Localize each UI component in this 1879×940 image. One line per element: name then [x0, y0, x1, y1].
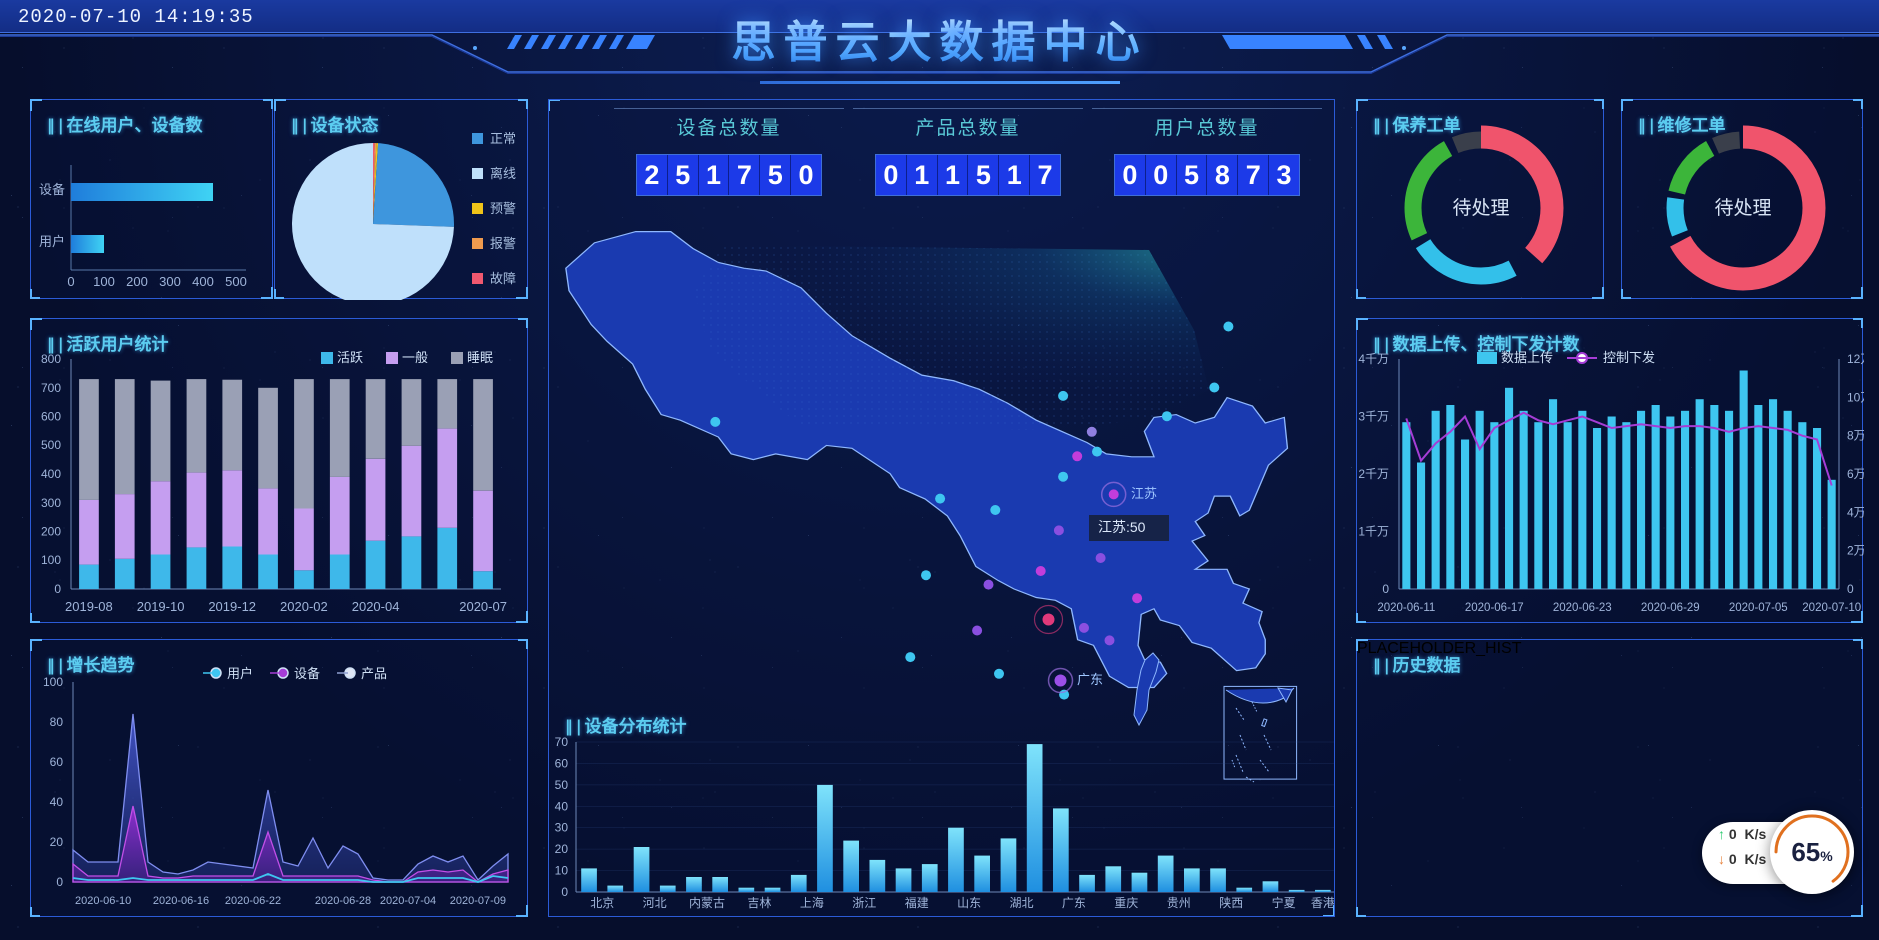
svg-text:200: 200 — [41, 525, 61, 539]
svg-text:2019-12: 2019-12 — [208, 599, 256, 614]
svg-text:广东: 广东 — [1062, 896, 1086, 910]
svg-text:300: 300 — [41, 496, 61, 510]
svg-text:0: 0 — [56, 875, 63, 889]
svg-text:上海: 上海 — [800, 895, 824, 910]
svg-text:2020-07-05: 2020-07-05 — [1729, 602, 1788, 614]
svg-text:吉林: 吉林 — [747, 896, 771, 910]
svg-text:故障: 故障 — [490, 271, 516, 286]
svg-text:用户: 用户 — [227, 666, 253, 681]
svg-text:0: 0 — [67, 274, 74, 289]
svg-text:0: 0 — [1847, 582, 1854, 596]
svg-text:数据上传: 数据上传 — [1501, 350, 1553, 365]
svg-text:10万: 10万 — [1847, 390, 1864, 404]
svg-text:0: 0 — [54, 582, 61, 596]
svg-text:2020-06-16: 2020-06-16 — [153, 895, 209, 907]
svg-text:宁夏: 宁夏 — [1272, 895, 1296, 910]
svg-text:江苏: 江苏 — [1131, 486, 1157, 501]
svg-text:2020-06-29: 2020-06-29 — [1641, 602, 1700, 614]
svg-text:12万: 12万 — [1847, 352, 1864, 366]
svg-text:设备: 设备 — [39, 182, 65, 197]
svg-text:北京: 北京 — [590, 896, 614, 910]
svg-text:4千万: 4千万 — [1358, 352, 1389, 366]
svg-text:500: 500 — [41, 438, 61, 452]
svg-text:湖北: 湖北 — [1009, 895, 1033, 910]
svg-text:60: 60 — [50, 755, 64, 769]
svg-text:2020-06-28: 2020-06-28 — [315, 895, 371, 907]
svg-text:2019-08: 2019-08 — [65, 599, 113, 614]
svg-text:40: 40 — [50, 795, 64, 809]
svg-text:30: 30 — [555, 821, 569, 835]
svg-text:报警: 报警 — [490, 236, 516, 251]
svg-text:山东: 山东 — [957, 896, 981, 910]
svg-text:700: 700 — [41, 381, 61, 395]
svg-text:200: 200 — [126, 274, 148, 289]
svg-text:8万: 8万 — [1847, 429, 1864, 443]
svg-text:3千万: 3千万 — [1358, 410, 1389, 424]
svg-text:产品: 产品 — [361, 666, 387, 681]
svg-text:1千万: 1千万 — [1358, 525, 1389, 539]
svg-text:400: 400 — [192, 274, 214, 289]
svg-text:20: 20 — [555, 842, 569, 856]
svg-text:2020-06-10: 2020-06-10 — [75, 895, 131, 907]
svg-text:50: 50 — [555, 778, 569, 792]
svg-text:贵州: 贵州 — [1167, 896, 1191, 910]
svg-text:2020-07-04: 2020-07-04 — [380, 895, 436, 907]
svg-text:60: 60 — [555, 756, 569, 770]
svg-text:2020-06-23: 2020-06-23 — [1553, 602, 1612, 614]
svg-text:香港: 香港 — [1311, 896, 1335, 910]
svg-text:4万: 4万 — [1847, 505, 1864, 519]
svg-text:陕西: 陕西 — [1219, 895, 1243, 910]
svg-text:一般: 一般 — [402, 350, 428, 365]
svg-text:设备: 设备 — [294, 666, 320, 681]
svg-text:500: 500 — [225, 274, 247, 289]
svg-text:2020-07: 2020-07 — [459, 599, 507, 614]
svg-text:0: 0 — [1382, 582, 1389, 596]
svg-text:睡眠: 睡眠 — [467, 350, 493, 365]
svg-text:100: 100 — [43, 675, 63, 689]
svg-text:2千万: 2千万 — [1358, 467, 1389, 481]
svg-text:40: 40 — [555, 799, 569, 813]
svg-text:400: 400 — [41, 467, 61, 481]
svg-text:2万: 2万 — [1847, 544, 1864, 558]
svg-text:100: 100 — [41, 553, 61, 567]
svg-text:活跃: 活跃 — [337, 350, 363, 365]
svg-text:600: 600 — [41, 410, 61, 424]
svg-text:2020-02: 2020-02 — [280, 599, 328, 614]
svg-text:300: 300 — [159, 274, 181, 289]
svg-text:2020-07-09: 2020-07-09 — [450, 895, 506, 907]
svg-text:内蒙古: 内蒙古 — [689, 895, 725, 910]
svg-text:100: 100 — [93, 274, 115, 289]
svg-text:用户: 用户 — [39, 234, 65, 249]
svg-text:2020-06-17: 2020-06-17 — [1465, 602, 1524, 614]
svg-text:预警: 预警 — [490, 201, 516, 216]
svg-text:6万: 6万 — [1847, 467, 1864, 481]
svg-text:70: 70 — [555, 735, 569, 749]
svg-text:江苏:50: 江苏:50 — [1098, 519, 1146, 535]
svg-text:待处理: 待处理 — [1452, 197, 1509, 219]
svg-text:0: 0 — [561, 885, 568, 899]
svg-text:20: 20 — [50, 835, 64, 849]
svg-text:2019-10: 2019-10 — [137, 599, 185, 614]
svg-text:重庆: 重庆 — [1114, 896, 1138, 910]
svg-text:80: 80 — [50, 715, 64, 729]
svg-text:2020-04: 2020-04 — [352, 599, 400, 614]
svg-text:2020-07-10: 2020-07-10 — [1802, 602, 1861, 614]
svg-text:广东: 广东 — [1077, 672, 1103, 687]
svg-text:控制下发: 控制下发 — [1603, 350, 1655, 365]
svg-text:福建: 福建 — [905, 895, 929, 910]
svg-text:离线: 离线 — [490, 166, 516, 181]
svg-text:10: 10 — [555, 864, 569, 878]
svg-text:浙江: 浙江 — [852, 896, 876, 910]
svg-text:河北: 河北 — [643, 896, 667, 910]
svg-text:待处理: 待处理 — [1714, 197, 1771, 219]
svg-text:2020-06-11: 2020-06-11 — [1377, 602, 1435, 614]
svg-text:正常: 正常 — [490, 131, 516, 146]
svg-text:2020-06-22: 2020-06-22 — [225, 895, 281, 907]
svg-text:800: 800 — [41, 352, 61, 366]
